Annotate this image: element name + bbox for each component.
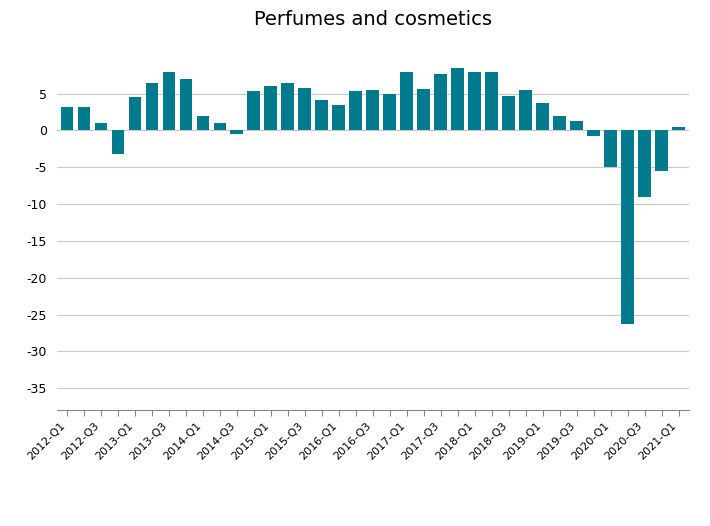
Bar bbox=[315, 99, 328, 130]
Bar bbox=[349, 92, 362, 130]
Bar bbox=[383, 94, 396, 130]
Bar bbox=[366, 90, 379, 130]
Bar bbox=[469, 72, 481, 130]
Bar bbox=[655, 130, 668, 171]
Bar bbox=[621, 130, 634, 324]
Bar bbox=[452, 68, 464, 130]
Bar bbox=[231, 130, 244, 134]
Bar bbox=[400, 72, 413, 130]
Bar bbox=[672, 127, 685, 130]
Bar bbox=[94, 123, 107, 130]
Bar bbox=[604, 130, 617, 167]
Bar bbox=[332, 105, 345, 130]
Bar bbox=[536, 103, 549, 130]
Title: Perfumes and cosmetics: Perfumes and cosmetics bbox=[253, 11, 492, 29]
Bar bbox=[248, 92, 260, 130]
Bar bbox=[264, 86, 277, 130]
Bar bbox=[60, 107, 73, 130]
Bar bbox=[435, 74, 447, 130]
Bar bbox=[417, 89, 430, 130]
Bar bbox=[197, 116, 209, 130]
Bar bbox=[146, 83, 158, 130]
Bar bbox=[519, 90, 532, 130]
Bar bbox=[281, 83, 294, 130]
Bar bbox=[570, 121, 583, 130]
Bar bbox=[638, 130, 651, 197]
Bar bbox=[129, 97, 141, 130]
Bar bbox=[180, 79, 192, 130]
Bar bbox=[111, 130, 124, 154]
Bar bbox=[77, 107, 90, 130]
Bar bbox=[163, 72, 175, 130]
Bar bbox=[298, 88, 311, 130]
Bar bbox=[486, 72, 498, 130]
Bar bbox=[214, 123, 226, 130]
Bar bbox=[587, 130, 600, 136]
Bar bbox=[502, 96, 515, 130]
Bar bbox=[553, 116, 566, 130]
